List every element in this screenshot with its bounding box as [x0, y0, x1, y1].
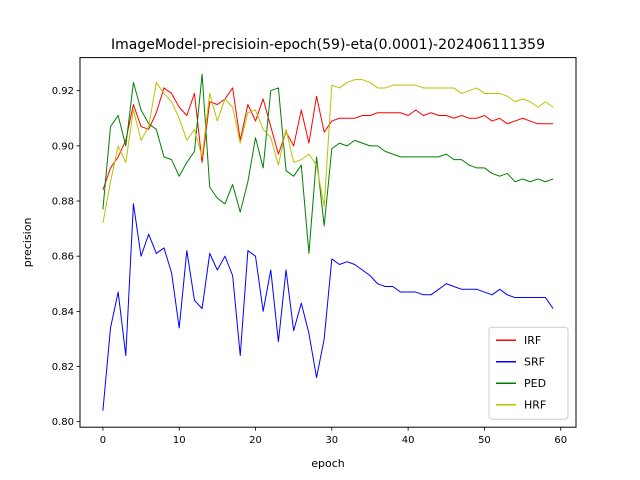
legend-label-ped: PED	[524, 377, 546, 390]
x-tick-label: 0	[100, 435, 106, 446]
y-tick-label: 0.92	[52, 86, 74, 97]
x-tick-label: 50	[478, 435, 491, 446]
y-tick-label: 0.84	[52, 307, 74, 318]
y-tick-label: 0.82	[52, 362, 74, 373]
legend-box	[488, 326, 569, 420]
series-line-ped	[102, 73, 554, 254]
legend-label-hrf: HRF	[524, 399, 546, 412]
series-line-srf	[102, 203, 554, 411]
legend: IRF SRF PED HRF	[488, 326, 569, 420]
x-tick-label: 30	[325, 435, 338, 446]
y-axis-label: precision	[21, 218, 34, 268]
x-tick-label: 10	[173, 435, 186, 446]
series-line-irf	[102, 87, 554, 191]
chart-title: ImageModel-precisioin-epoch(59)-eta(0.00…	[111, 37, 545, 53]
y-tick-label: 0.80	[52, 417, 74, 428]
y-tick-label: 0.88	[52, 197, 74, 208]
y-tick-label: 0.90	[52, 141, 74, 152]
x-axis-label: epoch	[311, 457, 345, 470]
x-axis: 0 10 20 30 40 50 60	[100, 427, 567, 446]
series-line-hrf	[102, 79, 554, 224]
x-tick-label: 40	[402, 435, 415, 446]
x-tick-label: 60	[554, 435, 567, 446]
plot-lines	[102, 73, 554, 411]
legend-label-irf: IRF	[524, 334, 541, 347]
y-axis: 0.80 0.82 0.84 0.86 0.88 0.90 0.92	[52, 86, 80, 428]
plot-frame	[79, 57, 577, 428]
legend-label-srf: SRF	[524, 356, 545, 369]
y-tick-label: 0.86	[52, 252, 74, 263]
x-tick-label: 20	[249, 435, 262, 446]
